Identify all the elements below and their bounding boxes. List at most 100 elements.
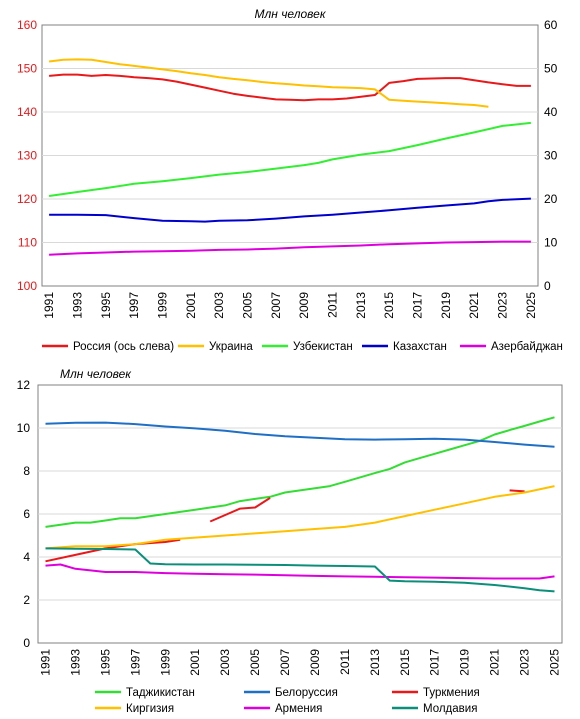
chart-2-x-tick-label: 1991 xyxy=(38,649,52,676)
chart-1-legend: Россия (ось слева) Украина Узбекистан Казах… xyxy=(42,341,563,353)
chart-2-y-tick-label: 12 xyxy=(17,378,31,392)
chart-2-x-tick-label: 2023 xyxy=(518,649,532,676)
chart-1-x-tick-label: 2025 xyxy=(524,292,538,319)
legend-label: Киргизия xyxy=(126,703,174,715)
chart-1-left-tick-label: 100 xyxy=(17,279,37,293)
chart-2-gridlines xyxy=(38,427,562,601)
chart-1-right-tick-label: 0 xyxy=(544,279,551,293)
chart-2-y-tick-label: 6 xyxy=(23,507,30,521)
chart-1-right-tick-label: 30 xyxy=(544,149,558,163)
legend-item-киргизия: Киргизия xyxy=(95,703,174,715)
series-line-россия-ось-слева xyxy=(49,73,531,102)
chart-2-x-tick-label: 2005 xyxy=(248,649,262,676)
chart-1-left-tick-label: 120 xyxy=(17,192,37,206)
chart-2-x-tick-label: 1999 xyxy=(158,649,172,676)
legend-item-азербайджан: Азербайджан xyxy=(460,341,563,353)
series-line-украина xyxy=(48,58,489,108)
chart-1-x-tick-label: 2017 xyxy=(411,292,425,319)
chart-2-x-tick-label: 1995 xyxy=(98,649,112,676)
series-line-казахстан xyxy=(49,197,531,223)
chart-1-x-tick-label: 2013 xyxy=(354,292,368,319)
chart-2-y-tick-label: 2 xyxy=(23,593,30,607)
legend-label: Украина xyxy=(209,341,253,353)
chart-1-x-tick-label: 2009 xyxy=(297,292,311,319)
chart-1-left-tick-label: 130 xyxy=(17,149,37,163)
chart-2-series xyxy=(45,416,555,593)
series-line-молдавия xyxy=(45,547,555,593)
chart-1-x-tick-label: 2007 xyxy=(269,292,283,319)
chart-1-left-tick-label: 160 xyxy=(17,18,37,32)
chart-1-x-tick-label: 1995 xyxy=(99,292,113,319)
chart-2-y-axis-ticks: 0 2 4 6 8 10 12 xyxy=(17,378,31,650)
chart-1-x-tick-label: 1999 xyxy=(155,292,169,319)
chart-1-x-tick-label: 1997 xyxy=(127,292,141,319)
chart-1-right-tick-label: 50 xyxy=(544,62,558,76)
legend-label: Армения xyxy=(275,703,322,715)
legend-item-украина: Украина xyxy=(178,341,253,353)
chart-1-right-axis-ticks: 0 10 20 30 40 50 60 xyxy=(544,18,558,293)
chart-2-x-tick-label: 2001 xyxy=(188,649,202,676)
chart-2-y-tick-label: 10 xyxy=(17,421,31,435)
chart-2-x-tick-label: 2009 xyxy=(308,649,322,676)
series-line-узбекистан xyxy=(48,121,532,197)
chart-2-x-tick-label: 2019 xyxy=(458,649,472,676)
legend-label: Таджикистан xyxy=(126,687,195,699)
chart-2-y-tick-label: 0 xyxy=(23,636,30,650)
chart-1-x-tick-label: 1993 xyxy=(70,292,84,319)
series-line-туркмения xyxy=(509,489,525,493)
legend-item-таджикистан: Таджикистан xyxy=(95,687,195,699)
chart-1-right-tick-label: 10 xyxy=(544,236,558,250)
series-line-армения xyxy=(45,563,555,580)
chart-1-left-tick-label: 150 xyxy=(17,62,37,76)
chart-1-left-tick-label: 140 xyxy=(17,105,37,119)
chart-1-x-tick-label: 2011 xyxy=(326,292,340,318)
chart-1: Млн человек 100 110 120 130 140 150 160 0 10 20 3… xyxy=(17,7,563,353)
chart-1-x-tick-label: 2003 xyxy=(212,292,226,319)
legend-item-армения: Армения xyxy=(244,703,322,715)
chart-1-x-tick-label: 2015 xyxy=(382,292,396,319)
series-line-таджикистан xyxy=(45,416,555,528)
series-line-белоруссия xyxy=(45,421,555,448)
chart-1-x-axis-ticks: 1991 1993 1995 1997 1999 2001 2003 2005 2007 2009… xyxy=(42,292,538,319)
chart-2-x-tick-label: 1993 xyxy=(68,649,82,676)
chart-2-x-tick-label: 2003 xyxy=(218,649,232,676)
series-line-азербайджан xyxy=(49,240,531,256)
chart-1-x-tick-label: 2005 xyxy=(240,292,254,319)
chart-1-x-tick-label: 2021 xyxy=(467,292,481,319)
chart-2-y-tick-label: 4 xyxy=(23,550,30,564)
legend-label: Узбекистан xyxy=(293,341,353,353)
chart-2-x-tick-label: 2013 xyxy=(368,649,382,676)
chart-1-x-tick-label: 2019 xyxy=(439,292,453,319)
chart-2-title: Млн человек xyxy=(60,367,132,381)
legend-item-узбекистан: Узбекистан xyxy=(262,341,353,353)
legend-label: Азербайджан xyxy=(491,341,563,353)
legend-item-белоруссия: Белоруссия xyxy=(244,687,338,699)
chart-2-x-tick-label: 1997 xyxy=(128,649,142,676)
chart-2-x-axis-ticks: 1991 1993 1995 1997 1999 2001 2003 2005 2007 2009… xyxy=(38,649,561,676)
chart-2-x-tick-label: 2017 xyxy=(428,649,442,676)
legend-item-россия-ось-слева: Россия (ось слева) xyxy=(42,341,174,353)
legend-label: Молдавия xyxy=(423,703,477,715)
chart-2-y-tick-label: 8 xyxy=(23,464,30,478)
legend-label: Туркмения xyxy=(423,687,480,699)
series-line-туркмения xyxy=(209,497,271,523)
legend-label: Россия (ось слева) xyxy=(73,341,174,353)
chart-1-x-tick-label: 1991 xyxy=(42,292,56,319)
legend-item-молдавия: Молдавия xyxy=(392,703,477,715)
chart-1-left-axis-ticks: 100 110 120 130 140 150 160 xyxy=(17,18,37,293)
chart-1-x-tick-label: 2023 xyxy=(496,292,510,319)
legend-label: Белоруссия xyxy=(275,687,338,699)
chart-2-x-tick-label: 2021 xyxy=(488,649,502,676)
series-line-киргизия xyxy=(45,485,555,550)
chart-1-title: Млн человек xyxy=(255,7,327,21)
chart-2-legend: Таджикистан Белоруссия Туркмения Киргизия Ар… xyxy=(95,687,480,715)
chart-1-right-tick-label: 60 xyxy=(544,18,558,32)
chart-2-x-tick-label: 2011 xyxy=(338,649,352,675)
chart-1-left-tick-label: 110 xyxy=(18,236,37,250)
chart-1-x-tick-label: 2001 xyxy=(184,292,198,319)
legend-label: Казахстан xyxy=(393,341,447,353)
chart-1-right-tick-label: 40 xyxy=(544,105,558,119)
series-line-туркмения xyxy=(45,538,181,563)
chart-2-x-tick-label: 2025 xyxy=(548,649,562,676)
